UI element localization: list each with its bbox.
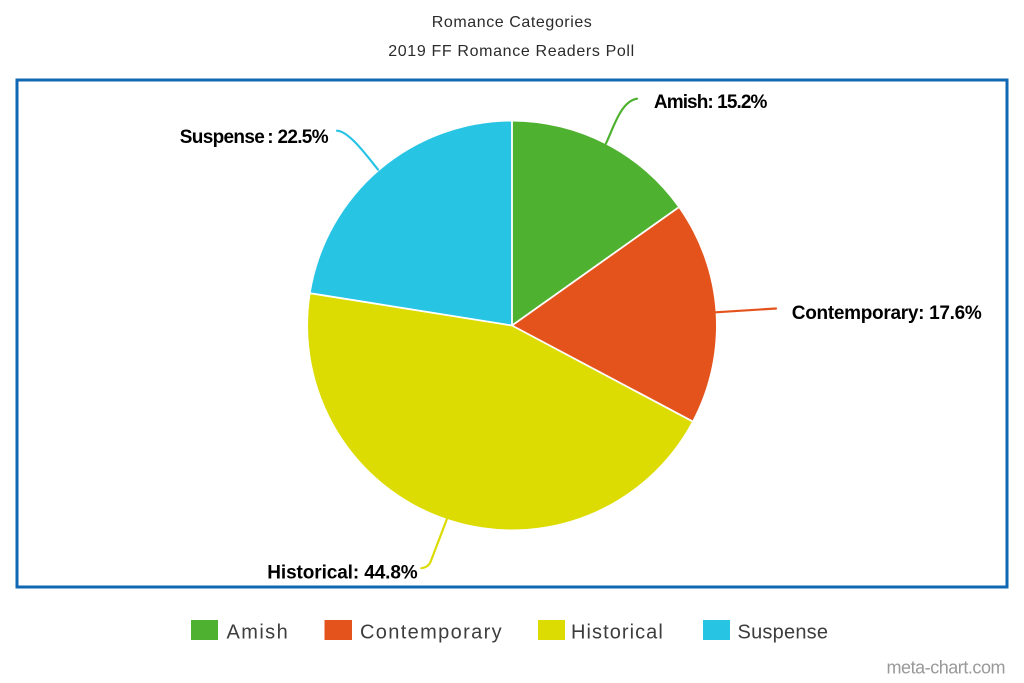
svg-text:Contemporary: Contemporary [360, 622, 502, 644]
svg-text:Contemporary: 17.6%: Contemporary: 17.6% [792, 303, 982, 324]
svg-text:Historical: 44.8%: Historical: 44.8% [267, 562, 417, 583]
svg-text:2019 FF Romance Readers Poll: 2019 FF Romance Readers Poll [388, 43, 634, 60]
svg-text:Suspense: Suspense [738, 622, 829, 644]
svg-text:Suspense : 22.5%: Suspense : 22.5% [180, 127, 329, 148]
svg-text:Historical: Historical [571, 622, 663, 644]
svg-text:Romance Categories: Romance Categories [432, 14, 592, 31]
svg-text:Amish: 15.2%: Amish: 15.2% [654, 92, 768, 113]
svg-text:Amish: Amish [227, 622, 288, 644]
svg-text:meta-chart.com: meta-chart.com [887, 658, 1006, 678]
